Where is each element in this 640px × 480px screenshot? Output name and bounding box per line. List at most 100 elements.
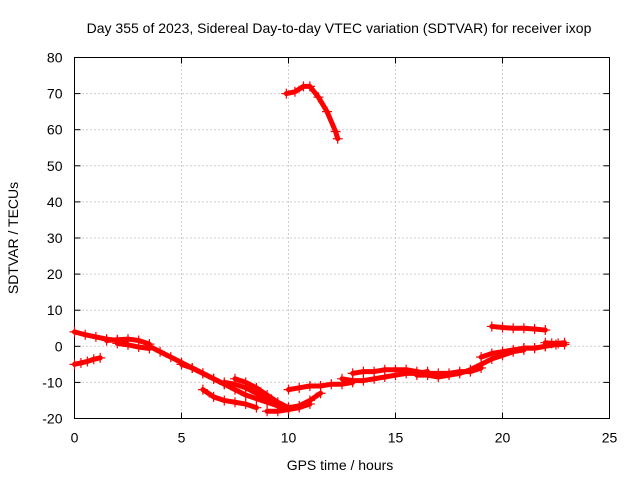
data-point: [240, 399, 251, 410]
data-point: [75, 357, 86, 368]
data-point: [262, 393, 273, 404]
y-tick-label: 50: [47, 158, 63, 174]
data-point: [315, 381, 326, 392]
data-point: [326, 379, 337, 390]
data-point: [330, 126, 341, 137]
data-point: [88, 354, 99, 365]
data-point: [294, 402, 305, 413]
data-point: [508, 344, 519, 355]
data-point: [444, 370, 454, 381]
data-point: [262, 406, 273, 417]
y-tick-label: 10: [47, 302, 63, 318]
y-tick-label: 60: [47, 122, 63, 138]
data-point: [289, 86, 300, 97]
data-point: [230, 397, 240, 408]
data-point: [95, 352, 106, 363]
data-point: [369, 366, 380, 377]
x-tick-label: 20: [495, 430, 511, 446]
y-tick-label: 80: [47, 50, 63, 66]
series-line: [200, 387, 259, 411]
data-point: [80, 329, 91, 340]
data-point: [176, 359, 187, 370]
data-point: [476, 352, 487, 363]
data-point: [508, 323, 519, 334]
y-tick-label: -10: [42, 374, 62, 390]
x-tick-label: 10: [281, 430, 297, 446]
x-tick-label: 25: [602, 430, 618, 446]
series-arc-16: [486, 321, 551, 336]
data-point: [90, 331, 101, 342]
data-point: [272, 406, 283, 417]
data-point: [101, 335, 112, 346]
data-point: [240, 382, 251, 393]
data-point: [251, 402, 262, 413]
x-axis-label: GPS time / hours: [287, 457, 394, 473]
data-point: [411, 370, 422, 381]
series-line: [114, 340, 152, 351]
y-tick-label: 0: [55, 338, 63, 354]
data-point: [465, 364, 476, 375]
data-point: [165, 352, 176, 363]
data-point: [197, 384, 208, 395]
data-point: [559, 337, 570, 348]
data-point: [304, 381, 315, 392]
data-point: [69, 326, 80, 337]
data-point: [123, 339, 133, 350]
data-point: [283, 384, 294, 395]
data-point: [322, 106, 333, 117]
series-arc-1: [69, 352, 106, 370]
data-point: [332, 133, 343, 144]
data-point: [82, 356, 93, 367]
data-point: [358, 366, 369, 377]
y-tick-label: -20: [42, 411, 62, 427]
data-point: [197, 368, 208, 379]
data-point: [497, 322, 508, 333]
y-tick-label: 20: [47, 266, 63, 282]
y-tick-label: 70: [47, 86, 63, 102]
chart-title: Day 355 of 2023, Sidereal Day-to-day VTE…: [87, 20, 592, 36]
data-point: [540, 325, 551, 336]
series-arc-18: [540, 337, 570, 349]
x-tick-label: 15: [388, 430, 404, 446]
data-point: [518, 343, 529, 354]
data-point: [529, 343, 540, 354]
series-arc-10: [262, 399, 315, 417]
data-point: [304, 81, 315, 92]
data-point: [347, 368, 358, 379]
data-point: [281, 88, 292, 99]
data-point: [486, 321, 497, 332]
data-point: [187, 362, 198, 373]
data-series: [69, 81, 570, 417]
data-point: [422, 370, 433, 381]
data-point: [379, 364, 390, 375]
data-point: [540, 337, 551, 348]
data-point: [529, 323, 540, 334]
data-point: [401, 364, 412, 375]
series-arc-7: [197, 384, 262, 413]
data-point: [433, 371, 444, 382]
x-tick-label: 0: [71, 430, 79, 446]
data-point: [553, 338, 564, 349]
data-point: [133, 342, 144, 353]
y-tick-label: 40: [47, 194, 63, 210]
data-point: [144, 341, 155, 352]
data-point: [337, 373, 347, 384]
y-tick-label: 30: [47, 230, 63, 246]
data-point: [304, 399, 315, 410]
x-tick-label: 5: [178, 430, 186, 446]
series-line: [283, 83, 341, 142]
series-arc-11: [283, 377, 358, 395]
grid-lines: [74, 57, 610, 419]
data-point: [155, 346, 166, 357]
series-arc-19: [281, 81, 343, 144]
data-point: [283, 404, 294, 415]
data-point: [219, 395, 230, 406]
data-point: [358, 375, 369, 386]
data-point: [251, 388, 262, 399]
series-arc-9: [219, 377, 294, 413]
y-axis-label: SDTVAR / TECUs: [5, 182, 21, 294]
data-point: [497, 346, 508, 357]
data-point: [69, 359, 80, 370]
data-point: [208, 373, 219, 384]
